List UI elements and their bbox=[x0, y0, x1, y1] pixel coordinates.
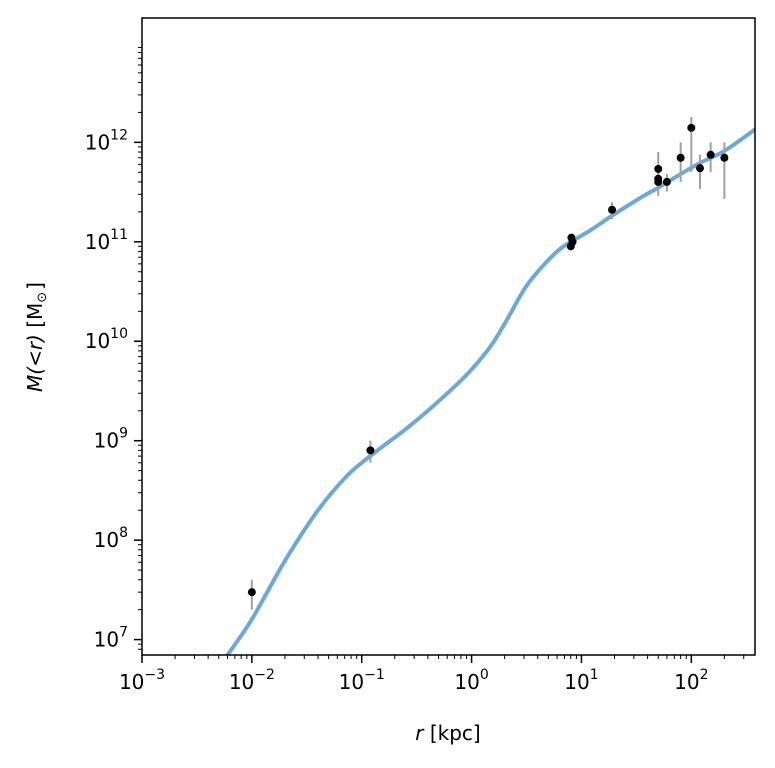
data-point bbox=[687, 123, 696, 132]
data-point bbox=[676, 153, 685, 162]
y-tick-label: 1012 bbox=[85, 127, 128, 154]
data-point bbox=[696, 164, 705, 173]
data-point bbox=[568, 237, 577, 246]
data-point bbox=[654, 164, 663, 173]
x-tick-label: 10−2 bbox=[229, 667, 275, 694]
data-point bbox=[720, 153, 729, 162]
x-axis-label: r [kpc] bbox=[415, 721, 480, 745]
model-curve bbox=[225, 127, 755, 655]
x-tick-label: 102 bbox=[674, 667, 708, 694]
data-point bbox=[662, 177, 671, 186]
y-tick-labels: 107 108 109 1010 1011 1012 bbox=[85, 127, 128, 651]
y-tick-label: 108 bbox=[94, 525, 128, 552]
major-ticks bbox=[134, 141, 693, 663]
plot-frame bbox=[141, 17, 756, 656]
x-tick-label: 101 bbox=[564, 667, 598, 694]
y-tick-label: 1011 bbox=[85, 227, 128, 254]
data-point bbox=[608, 205, 617, 214]
x-tick-label: 10−3 bbox=[119, 667, 165, 694]
data-point bbox=[706, 150, 715, 159]
y-tick-label: 1010 bbox=[85, 326, 128, 353]
y-tick-label: 109 bbox=[94, 426, 128, 453]
data-point bbox=[366, 446, 375, 455]
y-tick-label: 107 bbox=[94, 625, 128, 652]
y-axis-label: M(<r) [M⊙] bbox=[23, 282, 50, 392]
x-tick-labels: 10−3 10−2 10−1 100 101 102 bbox=[119, 667, 709, 694]
data-points bbox=[247, 123, 729, 597]
data-point bbox=[247, 588, 256, 597]
x-tick-label: 10−1 bbox=[339, 667, 385, 694]
x-tick-label: 100 bbox=[454, 667, 488, 694]
data-point bbox=[654, 177, 663, 186]
